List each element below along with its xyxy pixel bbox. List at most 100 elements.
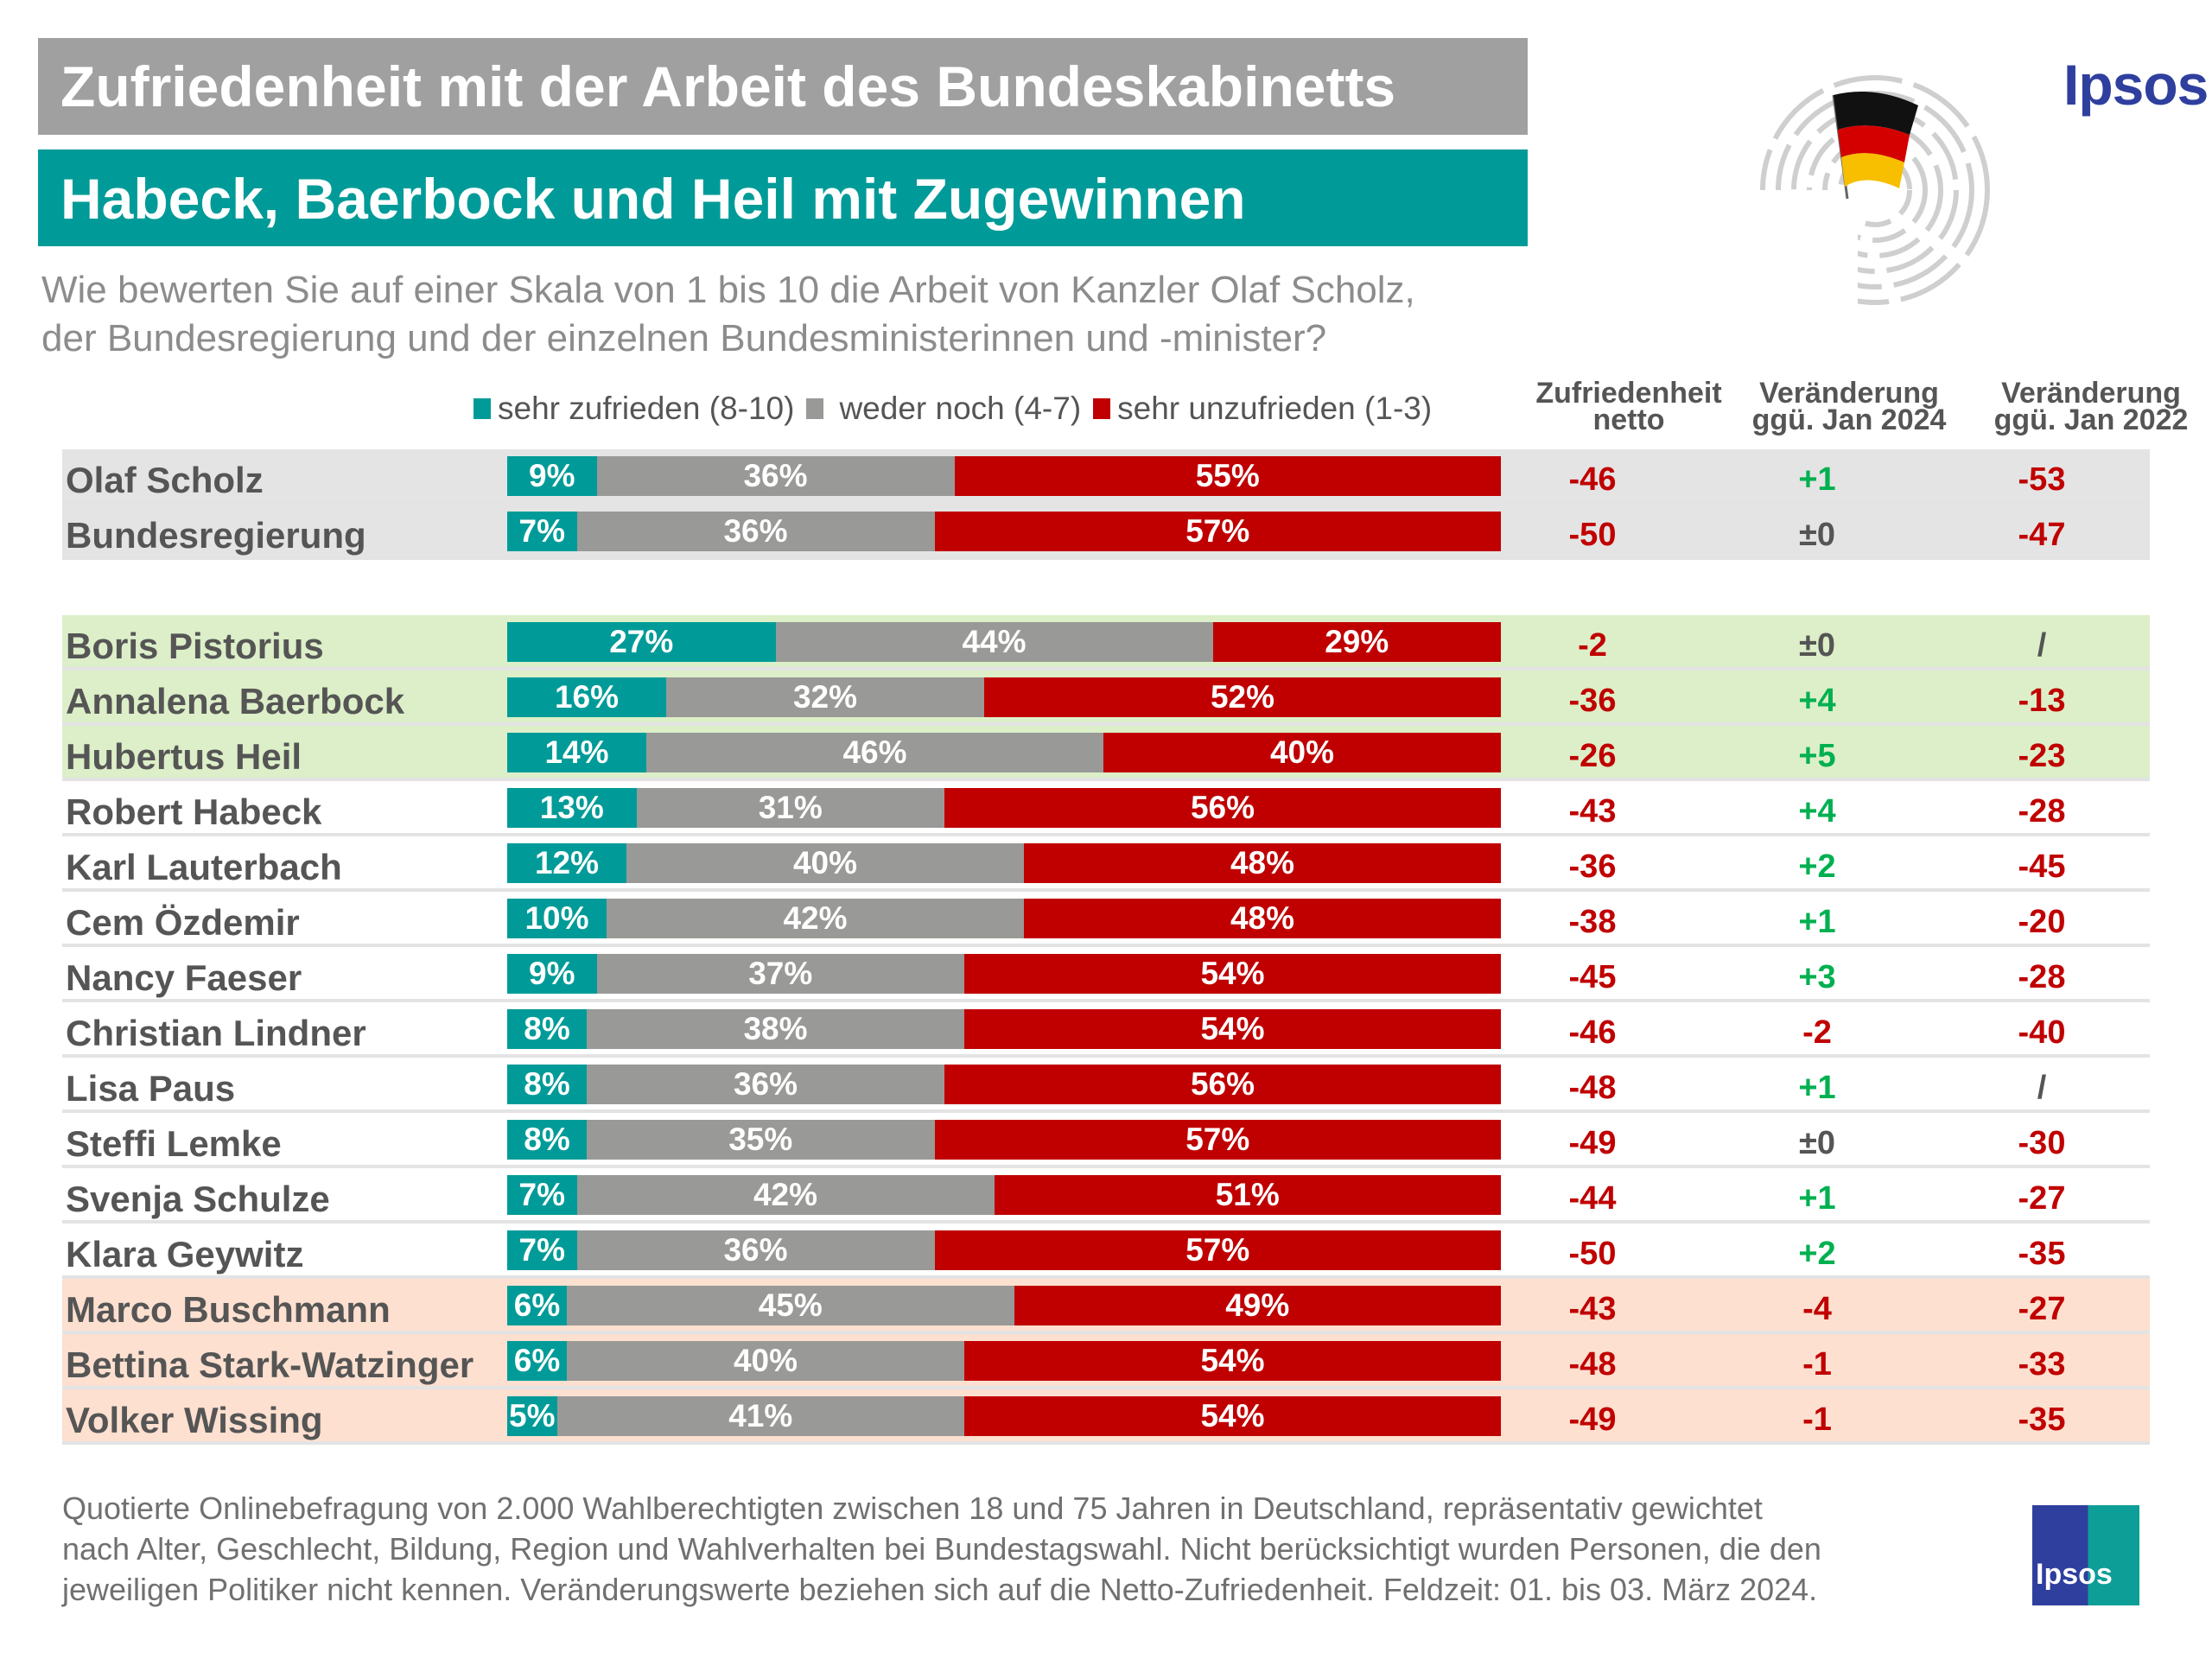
bar-segment-neutral: 40% [567,1341,964,1381]
bar-segment-satisfied: 16% [507,677,666,717]
bar-segment-dissatisfied: 57% [934,1230,1501,1270]
data-label: 16% [554,679,620,715]
row-divider [62,667,2150,671]
data-label: 37% [748,956,813,991]
change-2022-value: -45 [2018,849,2066,885]
row-label: Boris Pistorius [66,626,324,666]
net-satisfaction-value: -2 [1578,627,1607,664]
row-label: Cem Özdemir [66,902,300,943]
table-row: Annalena Baerbock 16% 32% 52% -36 +4 -13 [62,671,2150,726]
change-2022-value: / [2037,627,2047,664]
ipsos-logo: Ipsos [2063,53,2209,117]
question-line-1: Wie bewerten Sie auf einer Skala von 1 b… [41,269,1415,311]
parliament-flag-emblem-icon [1754,75,1990,311]
change-2022-value: -53 [2018,461,2066,498]
change-2022-value: -23 [2018,738,2066,774]
table-row: Nancy Faeser 9% 37% 54% -45 +3 -28 [62,947,2150,1002]
change-2024-value: +1 [1798,1070,1836,1106]
net-satisfaction-value: -46 [1568,1014,1617,1051]
change-2024-value: -1 [1802,1402,1832,1438]
stacked-bar: 27% 44% 29% [507,622,1501,662]
net-satisfaction-value: -36 [1568,683,1617,719]
data-label: 31% [758,790,823,825]
row-label: Bundesregierung [66,515,366,556]
row-divider [62,501,2150,505]
legend-swatch-neutral [806,398,824,419]
column-header-net: Zufriedenheit netto [1529,378,1728,435]
bar-segment-satisfied: 5% [507,1396,557,1436]
row-label: Karl Lauterbach [66,847,342,887]
bar-segment-dissatisfied: 54% [964,1396,1501,1436]
bar-segment-dissatisfied: 57% [934,1120,1501,1160]
change-2022-value: -28 [2018,793,2066,830]
row-label: Svenja Schulze [66,1179,330,1219]
net-satisfaction-value: -38 [1568,904,1617,940]
bar-segment-dissatisfied: 55% [954,456,1501,496]
row-divider [62,833,2150,836]
bar-segment-dissatisfied: 54% [964,954,1501,994]
change-2022-value: -30 [2018,1125,2066,1161]
table-row: Svenja Schulze 7% 42% 51% -44 +1 -27 [62,1168,2150,1224]
data-label: 49% [1225,1287,1290,1323]
table-row: Bundesregierung 7% 36% 57% -50 ±0 -47 [62,505,2150,560]
data-label: 8% [524,1011,570,1046]
data-label: 42% [753,1177,818,1212]
bar-segment-neutral: 40% [626,843,1024,883]
bar-segment-neutral: 42% [607,899,1024,938]
ipsos-footer-logo: Ipsos [2032,1505,2139,1605]
table-row: Hubertus Heil 14% 46% 40% -26 +5 -23 [62,726,2150,781]
change-2022-value: -40 [2018,1014,2066,1051]
bar-segment-neutral: 45% [567,1286,1014,1325]
row-label: Klara Geywitz [66,1234,304,1274]
data-label: 7% [518,513,565,549]
legend-swatch-satisfied [474,398,491,419]
data-label: 56% [1190,1066,1255,1102]
data-label: 48% [1230,845,1295,880]
row-divider [62,1109,2150,1113]
row-divider [62,722,2150,726]
bar-segment-dissatisfied: 57% [934,512,1501,551]
data-label: 57% [1185,1232,1250,1268]
bar-segment-neutral: 42% [576,1175,995,1215]
change-2024-value: +5 [1798,738,1836,774]
change-2024-value: -1 [1802,1346,1832,1382]
bar-segment-neutral: 38% [587,1009,964,1049]
stacked-bar: 7% 42% 51% [507,1175,1501,1215]
row-divider [62,1386,2150,1389]
bar-segment-satisfied: 6% [507,1286,567,1325]
data-label: 45% [758,1287,823,1323]
data-label: 54% [1200,1398,1265,1433]
table-row: Volker Wissing 5% 41% 54% -49 -1 -35 [62,1389,2150,1445]
change-2022-value: -35 [2018,1236,2066,1272]
data-label: 40% [733,1343,798,1378]
table-row: Klara Geywitz 7% 36% 57% -50 +2 -35 [62,1224,2150,1279]
change-2022-value: -20 [2018,904,2066,940]
net-satisfaction-value: -48 [1568,1070,1617,1106]
stacked-bar: 8% 36% 56% [507,1065,1501,1104]
footnote-line-2: nach Alter, Geschlecht, Bildung, Region … [62,1531,1821,1567]
data-label: 36% [733,1066,798,1102]
bar-segment-satisfied: 12% [507,843,626,883]
legend-item-satisfied: sehr zufrieden (8-10) [474,391,794,427]
column-header-line: ggü. Jan 2024 [1751,404,1947,436]
table-row: Olaf Scholz 9% 36% 55% -46 +1 -53 [62,449,2150,505]
change-2024-value: +1 [1798,904,1836,940]
change-2024-value: +2 [1798,849,1836,885]
stacked-bar: 14% 46% 40% [507,733,1501,772]
bar-segment-neutral: 44% [775,622,1213,662]
bar-segment-neutral: 36% [576,1230,935,1270]
row-label: Nancy Faeser [66,957,302,998]
bar-segment-satisfied: 8% [507,1009,587,1049]
change-2022-value: -13 [2018,683,2066,719]
row-divider [62,888,2150,892]
stacked-bar: 7% 36% 57% [507,512,1501,551]
net-satisfaction-value: -49 [1568,1402,1617,1438]
bar-segment-satisfied: 6% [507,1341,567,1381]
net-satisfaction-value: -43 [1568,793,1617,830]
stacked-bar: 9% 37% 54% [507,954,1501,994]
data-label: 57% [1185,513,1250,549]
row-label: Olaf Scholz [66,460,264,500]
data-label: 29% [1325,624,1389,659]
data-label: 9% [529,956,575,991]
data-label: 54% [1200,956,1265,991]
